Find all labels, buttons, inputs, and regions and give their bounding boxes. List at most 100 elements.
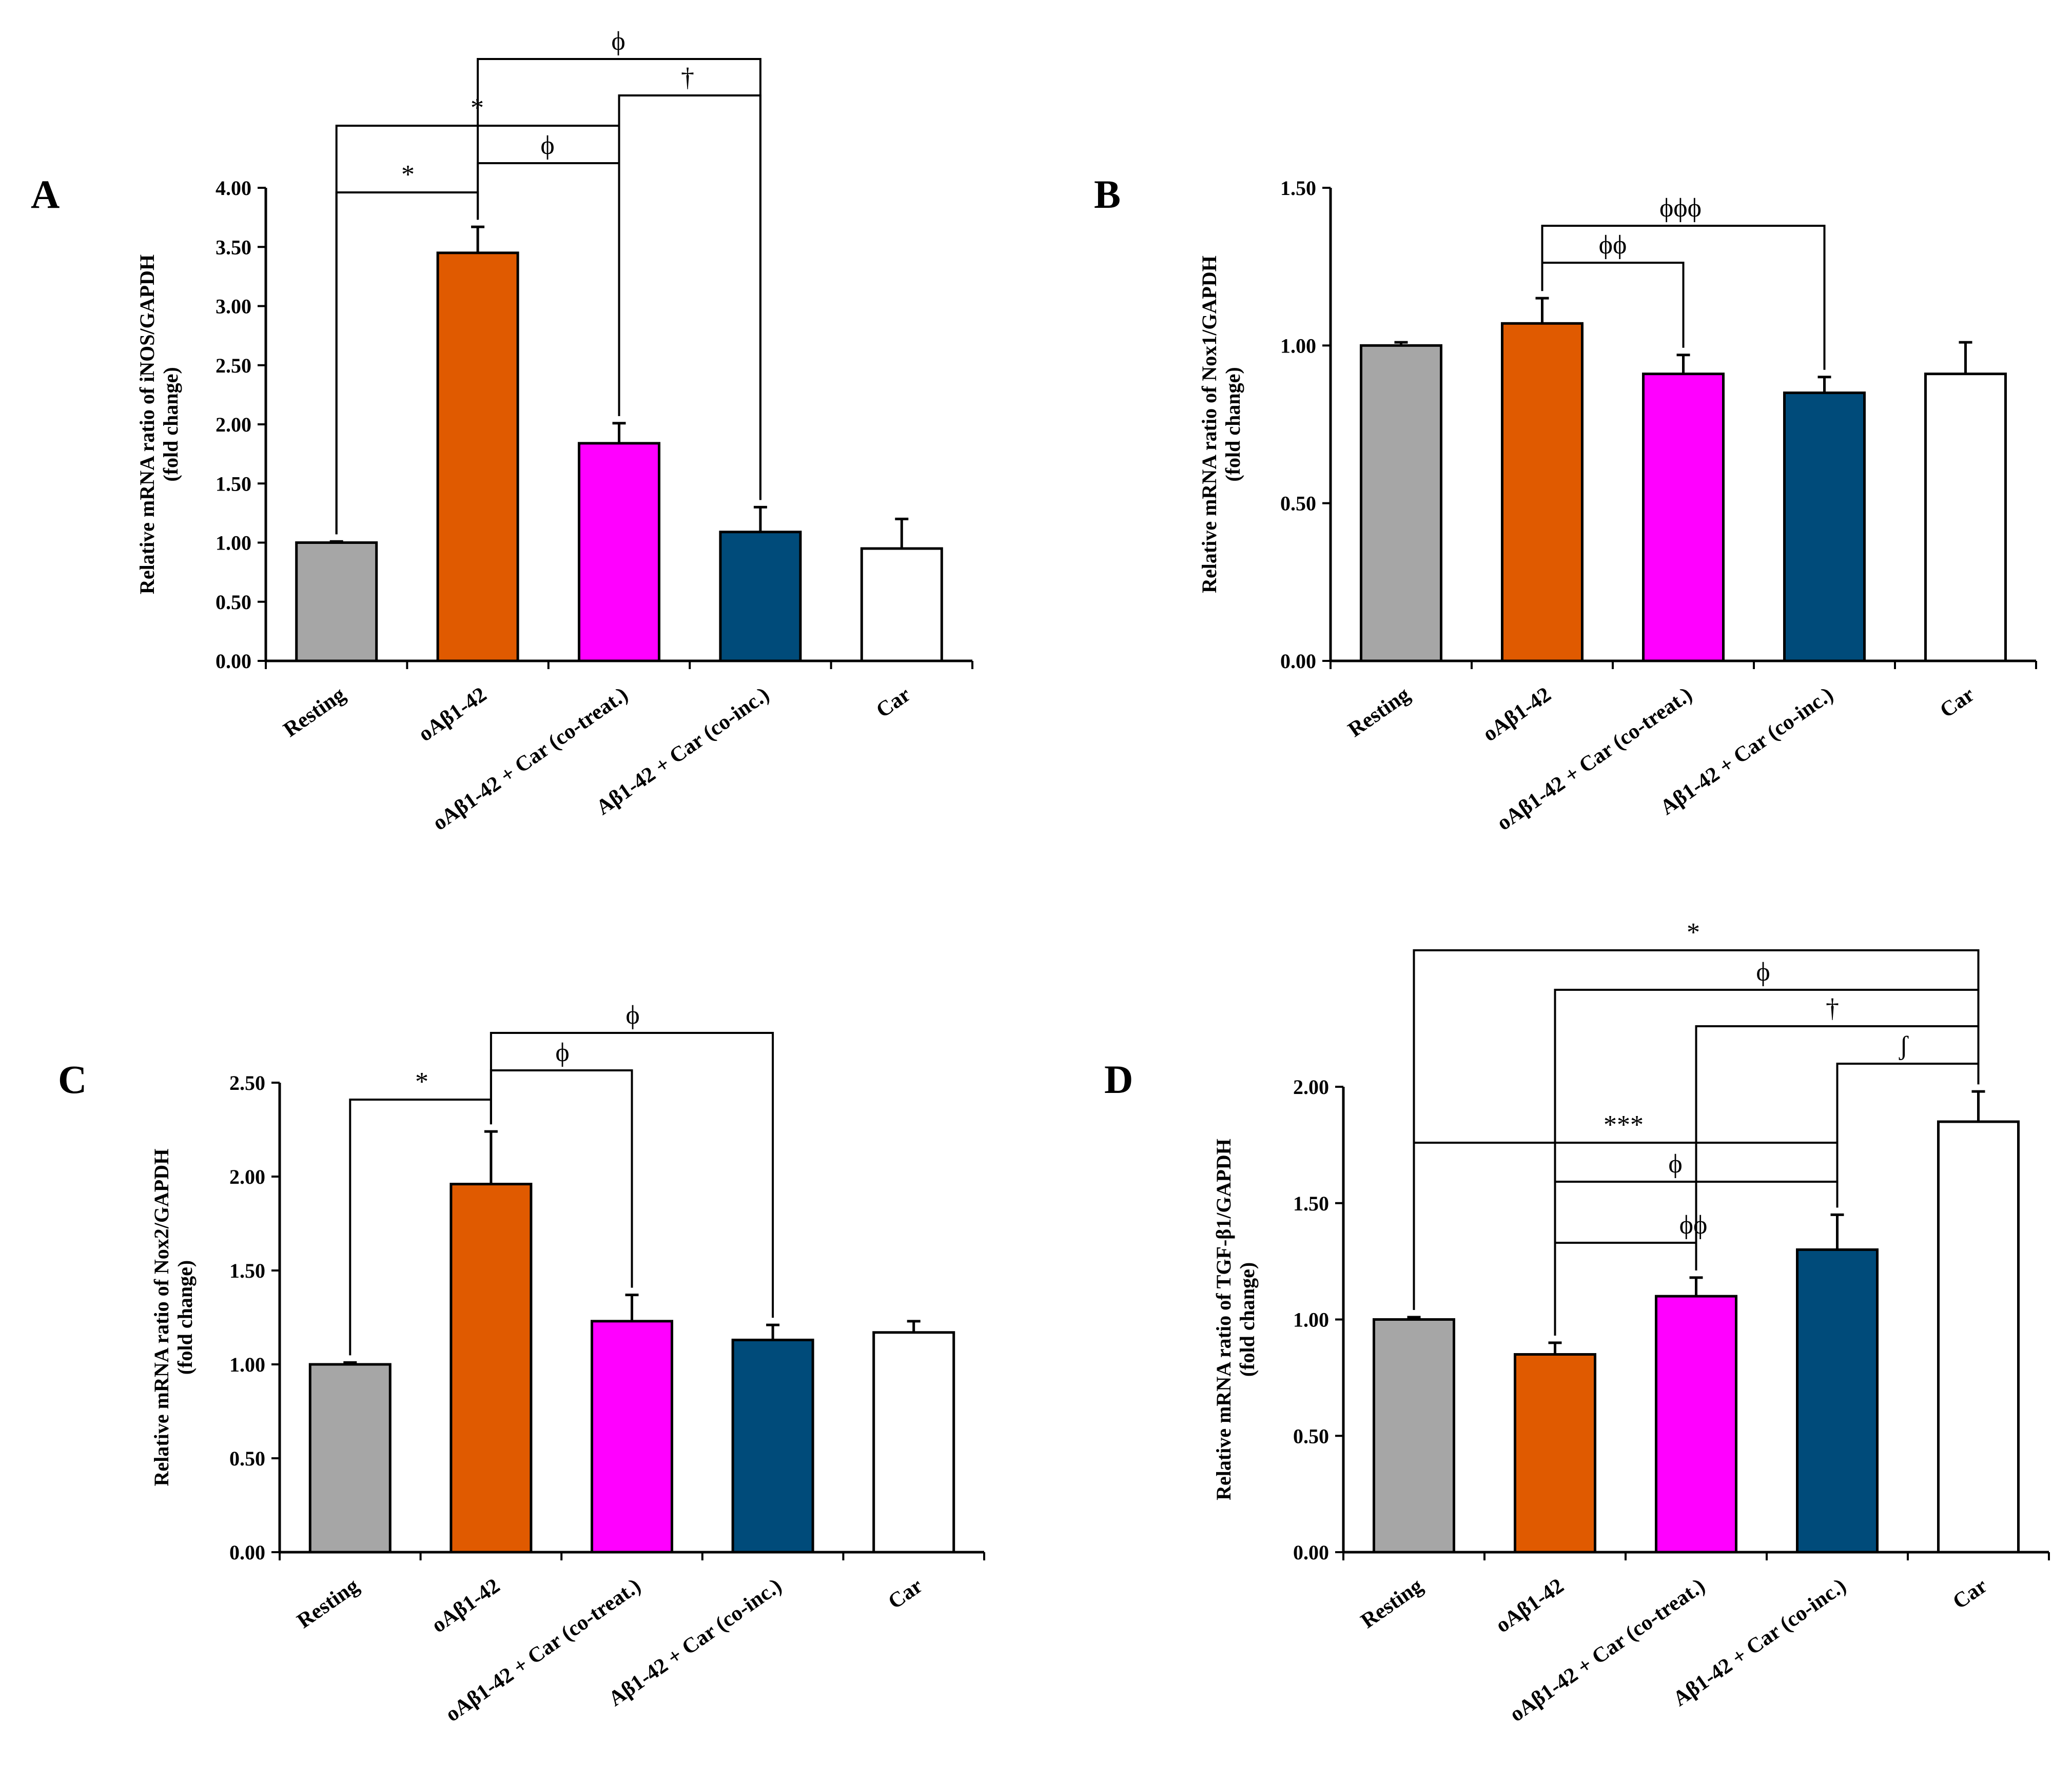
bar-coinc [1783,392,1866,662]
y-axis-label-line: Relative mRNA ratio of iNOS/GAPDH [135,255,159,594]
bar-resting [1360,344,1442,662]
category-label-resting: Resting [1344,683,1414,742]
bar-oab [1501,322,1584,662]
significance-label: ϕ [1668,1149,1682,1179]
category-label-car: Car [1936,683,1979,723]
category-label-resting: Resting [279,683,349,742]
significance-label: ϕϕϕ [1659,193,1702,223]
significance-bracket [477,58,761,500]
significance-bracket [618,94,761,500]
y-tick-label: 2.00 [216,413,251,436]
category-label-resting: Resting [1357,1574,1427,1633]
y-tick-label: 0.00 [216,650,251,673]
y-tick-label: 2.50 [229,1071,265,1094]
significance-label: ϕ [625,1001,639,1030]
y-tick-label: 0.50 [216,591,251,614]
chart-panel-b: B 0.00 0.50 1.00 1.50 Relative mRNA ratio of … [1094,172,2037,835]
significance-label: ϕ [555,1038,569,1067]
category-label-oab: oAβ1-42 [1492,1574,1569,1638]
significance-label: ʃ [1899,1031,1909,1061]
panel-letter-c: C [58,1057,87,1102]
bar-oab [1514,1353,1596,1554]
y-tick-label: 0.50 [1293,1424,1329,1448]
significance-label: † [681,63,694,92]
chart-panel-a: A 0.00 0.50 1.00 1.50 2.00 2.50 3.00 3.50 4.00 Rel… [31,27,973,835]
chart-panel-d: D 0.00 0.50 1.00 1.50 2.00 Relative mRNA ratio… [1104,918,2050,1727]
y-tick-label: 1.50 [229,1259,265,1282]
y-axis-label: Relative mRNA ratio of Nox1/GAPDH(fold c… [1198,256,1244,593]
significance-label: * [415,1067,428,1097]
bar-coinc [1796,1248,1879,1554]
bar-resting [295,541,378,662]
y-tick-label: 2.50 [216,354,251,377]
bar-car [860,547,943,662]
bar-cotreat [1655,1295,1737,1554]
significance-label: * [401,160,415,189]
category-label-oab: oAβ1-42 [427,1574,504,1638]
bar-cotreat [1642,373,1725,662]
y-axis-label-line: (fold change) [159,367,182,481]
bar-cotreat [578,442,660,662]
significance-bracket [1413,1142,1839,1310]
bar-resting [1373,1318,1455,1554]
significance-label: * [1687,918,1700,947]
y-tick-label: 1.00 [1293,1308,1329,1332]
category-label-resting: Resting [293,1574,363,1633]
y-tick-label: 0.00 [1280,650,1316,673]
y-tick-label: 2.00 [229,1165,265,1188]
significance-label: ϕ [611,27,625,56]
bar-cotreat [591,1320,673,1554]
y-tick-label: 1.50 [216,472,251,495]
y-axis-label: Relative mRNA ratio of Nox2/GAPDH(fold c… [150,1149,197,1486]
y-axis-label-line: Relative mRNA ratio of Nox1/GAPDH [1198,256,1221,593]
y-axis-label-line: (fold change) [1221,367,1244,481]
bar-car [872,1331,955,1554]
y-tick-label: 3.50 [216,236,251,259]
y-tick-label: 1.50 [1293,1192,1329,1215]
category-label-car: Car [872,683,915,723]
panel-letter-b: B [1094,172,1121,217]
significance-bracket [1554,989,1980,1336]
significance-bracket [1413,949,1980,1310]
y-tick-label: 0.50 [1280,492,1316,515]
bar-coinc [719,531,802,662]
significance-bracket [1541,225,1826,370]
y-tick-label: 0.00 [229,1541,265,1564]
y-axis-label-line: Relative mRNA ratio of TGF-β1/GAPDH [1212,1139,1235,1500]
y-axis-label-line: (fold change) [173,1260,197,1375]
bar-oab [436,251,519,662]
significance-label: ϕ [1756,957,1770,987]
significance-bracket [490,1032,774,1318]
y-tick-label: 1.00 [229,1353,265,1376]
chart-panel-c: C 0.00 0.50 1.00 1.50 2.00 2.50 Relative mRNA r… [58,1001,985,1727]
category-label-car: Car [1949,1574,1992,1614]
y-tick-label: 1.50 [1280,177,1316,200]
panel-letter-a: A [31,172,60,217]
category-label-oab: oAβ1-42 [414,683,491,747]
y-axis-label-line: Relative mRNA ratio of Nox2/GAPDH [150,1149,173,1486]
y-tick-label: 2.00 [1293,1075,1329,1099]
significance-label: ϕ [540,131,554,160]
y-axis-label: Relative mRNA ratio of TGF-β1/GAPDH(fold… [1212,1139,1259,1500]
category-label-car: Car [884,1574,927,1614]
significance-label: † [1826,994,1839,1023]
y-axis-label-line: (fold change) [1236,1262,1259,1377]
y-tick-label: 1.00 [216,532,251,555]
y-axis-label: Relative mRNA ratio of iNOS/GAPDH(fold c… [135,255,182,594]
significance-label: ϕϕ [1599,230,1627,260]
y-tick-label: 4.00 [216,177,251,200]
y-tick-label: 0.50 [229,1447,265,1470]
bar-coinc [731,1338,814,1554]
bar-car [1937,1120,2020,1554]
bar-car [1924,373,2007,662]
bar-oab [449,1183,533,1554]
bar-resting [308,1363,392,1554]
category-label-oab: oAβ1-42 [1479,683,1556,747]
significance-label: *** [1604,1110,1644,1140]
y-tick-label: 3.00 [216,295,251,318]
y-tick-label: 0.00 [1293,1541,1329,1564]
y-tick-label: 1.00 [1280,334,1316,357]
panel-letter-d: D [1104,1057,1133,1102]
significance-label: ϕϕ [1679,1210,1708,1240]
